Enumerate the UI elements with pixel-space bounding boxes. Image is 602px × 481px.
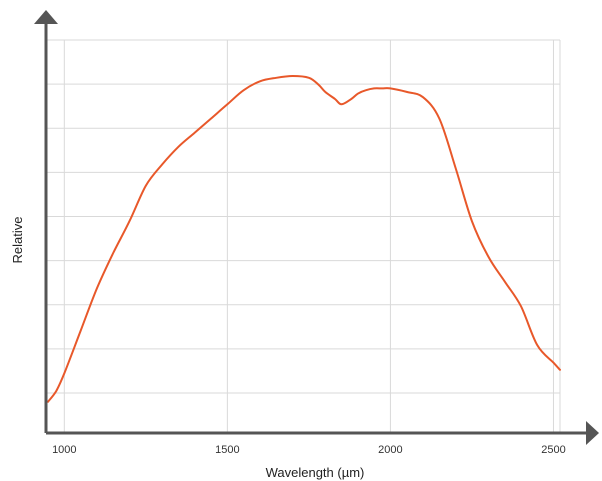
y-axis-title: Relative [10, 217, 25, 264]
series-line [47, 75, 561, 403]
x-tick-labels: 1000 1500 2000 2500 [52, 444, 566, 456]
y-axis-arrow [34, 10, 58, 24]
x-tick-label: 2000 [378, 444, 402, 456]
x-axis-title: Wavelength (µm) [266, 465, 365, 480]
grid [46, 39, 561, 433]
axes [34, 10, 599, 445]
x-axis-arrow [586, 421, 599, 445]
x-tick-label: 1500 [215, 444, 239, 456]
x-tick-label: 2500 [541, 444, 565, 456]
x-tick-label: 1000 [52, 444, 76, 456]
